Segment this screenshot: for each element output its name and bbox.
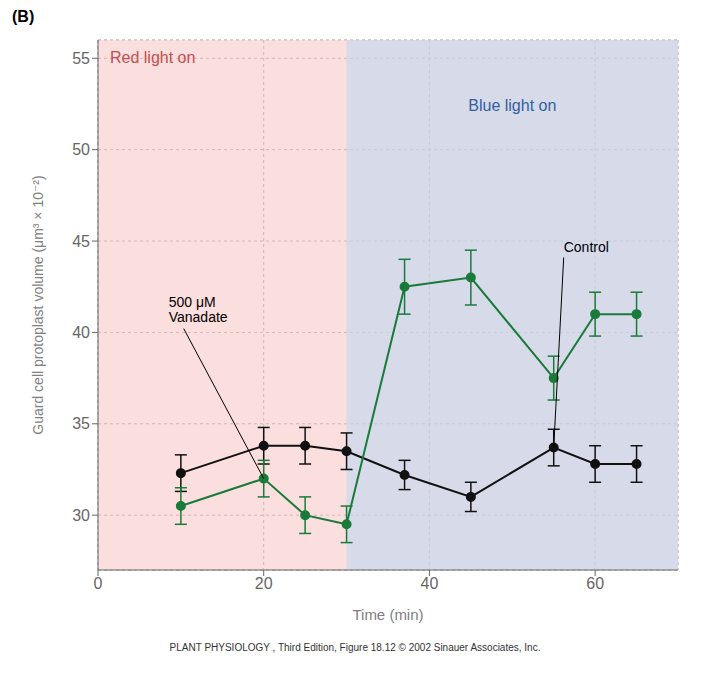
svg-text:20: 20: [255, 575, 273, 592]
svg-text:Blue light on: Blue light on: [468, 97, 556, 114]
svg-text:35: 35: [72, 415, 90, 432]
svg-text:50: 50: [72, 141, 90, 158]
svg-text:30: 30: [72, 507, 90, 524]
svg-text:40: 40: [72, 324, 90, 341]
svg-text:Red light on: Red light on: [110, 49, 195, 66]
svg-text:45: 45: [72, 233, 90, 250]
svg-text:40: 40: [421, 575, 439, 592]
svg-text:Guard cell protoplast volume (: Guard cell protoplast volume (μm³ × 10⁻²…: [30, 175, 46, 434]
svg-text:60: 60: [586, 575, 604, 592]
html-text:(B): (B): [12, 8, 35, 25]
svg-text:55: 55: [72, 50, 90, 67]
svg-text:Time (min): Time (min): [352, 606, 423, 623]
svg-text:Control: Control: [564, 238, 609, 254]
html-text:PLANT PHYSIOLOGY , Third Editi: PLANT PHYSIOLOGY , Third Edition, Figure…: [169, 642, 541, 653]
svg-text:500 μMVanadate: 500 μMVanadate: [169, 294, 228, 325]
svg-text:0: 0: [94, 575, 103, 592]
